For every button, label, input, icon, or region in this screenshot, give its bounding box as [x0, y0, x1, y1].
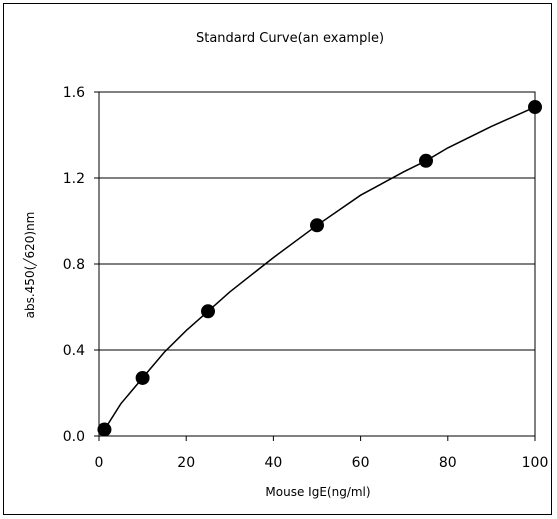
x-tick-label: 60 — [352, 455, 370, 471]
grid-lines — [99, 177, 535, 351]
chart-title: Standard Curve(an example) — [196, 31, 384, 46]
data-point — [97, 422, 112, 437]
data-point — [135, 370, 150, 385]
fit-curve — [103, 106, 536, 431]
data-points — [97, 100, 542, 437]
data-point — [528, 100, 542, 115]
y-tick-label: 0.8 — [63, 257, 85, 273]
x-tick-label: 0 — [95, 455, 104, 471]
y-tick-label: 1.2 — [63, 171, 85, 187]
y-axis-label: abs.450(╱620)nm — [22, 212, 37, 319]
y-tick-label: 0.0 — [63, 429, 85, 445]
x-axis-label: Mouse IgE(ng/ml) — [265, 485, 370, 499]
x-tick-label: 40 — [264, 455, 282, 471]
x-tick-label: 80 — [439, 455, 457, 471]
chart-frame — [3, 3, 552, 515]
y-axis-ticks: 0.0 0.4 0.8 1.2 1.6 — [63, 85, 99, 445]
x-axis-ticks: 0 20 40 60 80 100 — [95, 436, 549, 471]
data-point — [201, 304, 215, 319]
x-tick-label: 20 — [177, 455, 195, 471]
data-point — [310, 218, 324, 233]
y-tick-label: 0.4 — [63, 343, 85, 359]
x-tick-label: 100 — [522, 455, 549, 471]
y-tick-label: 1.6 — [63, 85, 85, 101]
data-point — [419, 153, 433, 168]
